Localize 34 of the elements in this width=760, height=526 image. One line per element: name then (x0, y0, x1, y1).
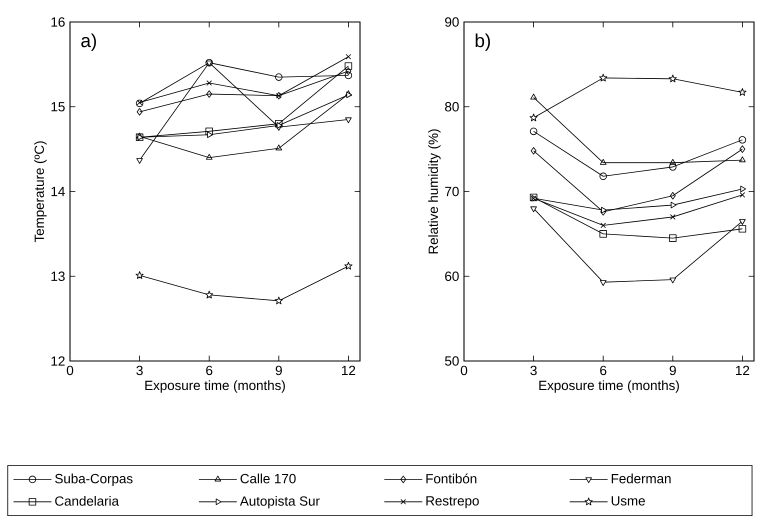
y-tick-label: 50 (445, 356, 459, 366)
x-tick-label: 3 (136, 366, 143, 376)
legend-label: Federman (612, 474, 671, 484)
x-tick-label: 12 (342, 366, 356, 376)
x-tick-label: 9 (276, 366, 282, 376)
legend-label: Autopista Sur (240, 496, 320, 508)
x-tick-label: 9 (670, 366, 676, 376)
y-tick-label: 60 (445, 272, 459, 281)
x-tick-label: 6 (206, 366, 212, 376)
y-tick-label: 70 (445, 186, 459, 196)
legend-label: Usme (612, 496, 645, 506)
x-axis-title: Exposure time (months) (539, 380, 679, 393)
x-tick-label: 3 (530, 366, 537, 376)
x-tick-label: 6 (600, 366, 606, 376)
y-tick-label: 15 (51, 102, 65, 112)
y-axis-title: Relative humidity (%) (428, 129, 441, 254)
x-tick-label: 0 (460, 366, 468, 376)
y-tick-label: 14 (51, 186, 65, 196)
legend-label: Fontibón (426, 473, 476, 484)
annotation: a) (81, 33, 96, 51)
y-tick-label: 12 (51, 356, 65, 366)
legend-label: Calle 170 (240, 474, 296, 484)
x-axis-title: Exposure time (months) (145, 380, 285, 393)
y-tick-label: 16 (51, 17, 65, 27)
y-tick-label: 80 (445, 102, 459, 112)
legend-label: Candelaria (55, 496, 119, 506)
x-tick-label: 0 (66, 366, 74, 376)
y-axis-title: Temperature (ºC) (34, 141, 47, 242)
legend-label: Restrepo (426, 496, 479, 508)
y-tick-label: 90 (445, 17, 459, 27)
x-tick-label: 12 (736, 366, 750, 376)
legend-label: Suba-Corpas (55, 474, 133, 486)
y-tick-label: 13 (51, 272, 65, 281)
annotation: b) (476, 34, 490, 51)
